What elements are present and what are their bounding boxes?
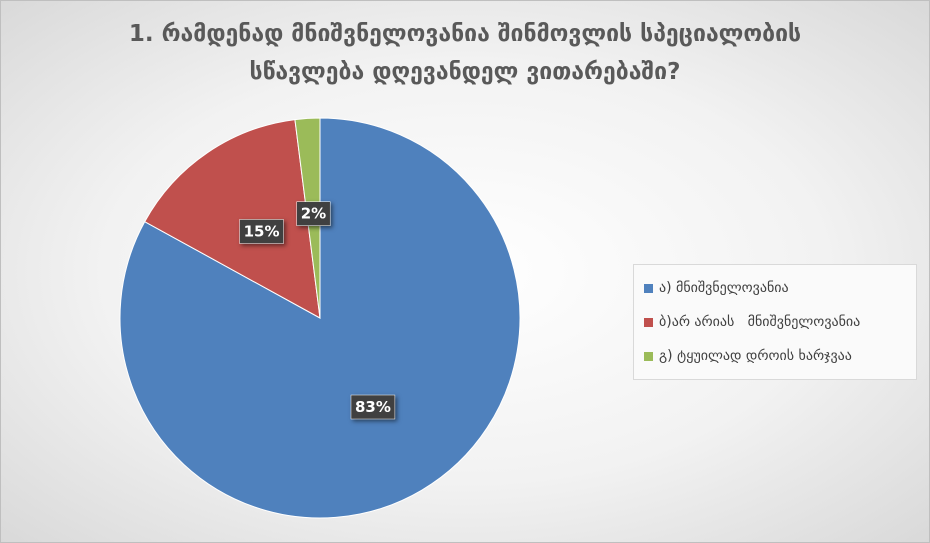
data-label: 2%: [301, 205, 326, 223]
data-label-box: [239, 219, 284, 244]
data-label-box: [296, 201, 331, 226]
legend-label: ბ)არ არიას მნიშვნელოვანია: [659, 314, 861, 330]
legend-swatch: [644, 283, 653, 293]
data-label: 83%: [355, 398, 391, 416]
pie-slice: [144, 119, 321, 319]
legend: ა) მნიშვნელოვანია ბ)არ არიას მნიშვნელოვან…: [633, 264, 917, 380]
data-label: 15%: [244, 222, 280, 240]
legend-swatch: [644, 317, 653, 327]
legend-label: გ) ტყუილად დროის ხარჯვაა: [659, 348, 852, 364]
data-label-box: [350, 394, 396, 420]
legend-item: ა) მნიშვნელოვანია: [634, 271, 916, 305]
legend-item: გ) ტყუილად დროის ხარჯვაა: [634, 339, 916, 373]
chart-title: 1. რამდენად მნიშვნელოვანია შინმოვლის სპე…: [128, 21, 802, 85]
legend-item: ბ)არ არიას მნიშვნელოვანია: [634, 305, 916, 339]
legend-label: ა) მნიშვნელოვანია: [659, 280, 789, 296]
legend-swatch: [644, 351, 653, 361]
